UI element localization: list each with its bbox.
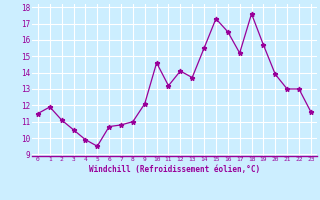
X-axis label: Windchill (Refroidissement éolien,°C): Windchill (Refroidissement éolien,°C)	[89, 165, 260, 174]
